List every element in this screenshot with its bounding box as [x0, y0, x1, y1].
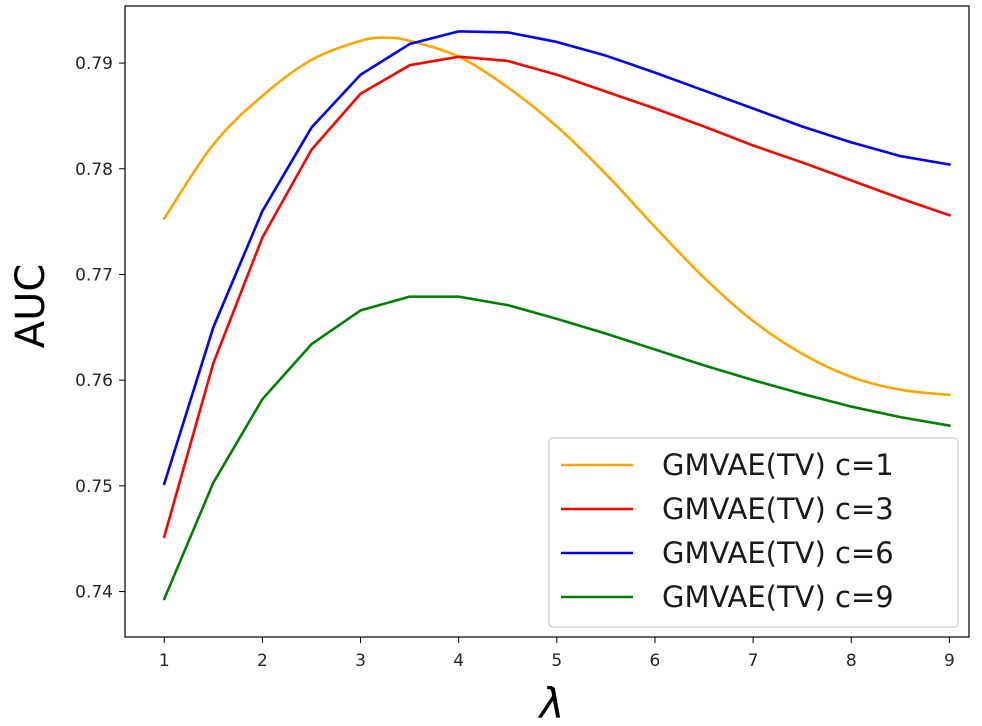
y-axis-title: AUC — [8, 264, 54, 349]
legend-label-c1: GMVAE(TV) c=1 — [662, 448, 894, 482]
legend-box — [548, 437, 959, 628]
y-tick-label: 0.76 — [75, 371, 113, 391]
x-tick-label: 7 — [748, 651, 759, 671]
legend: GMVAE(TV) c=1 GMVAE(TV) c=3 GMVAE(TV) c=… — [548, 437, 959, 628]
legend-label-c3: GMVAE(TV) c=3 — [662, 492, 894, 526]
y-tick-label: 0.74 — [75, 583, 113, 603]
x-tick-label: 9 — [944, 651, 955, 671]
y-tick-label: 0.77 — [75, 265, 113, 285]
x-tick-label: 2 — [257, 651, 268, 671]
tick-layer: 1 2 3 4 5 6 7 8 9 0.74 0.75 0.76 0.77 0.78 0.79 — [75, 54, 955, 671]
x-tick-label: 1 — [159, 651, 170, 671]
plot-frame — [124, 5, 970, 638]
series-line-1 — [162, 55, 952, 539]
x-tick-label: 4 — [453, 651, 464, 671]
x-tick-label: 6 — [650, 651, 661, 671]
legend-label-c6: GMVAE(TV) c=6 — [662, 536, 894, 570]
series-line-0 — [162, 36, 951, 397]
legend-label-c9: GMVAE(TV) c=9 — [662, 580, 894, 614]
y-tick-label: 0.79 — [75, 54, 113, 74]
x-tick-label: 5 — [551, 651, 562, 671]
y-tick-label: 0.78 — [75, 160, 113, 180]
x-tick-label: 8 — [846, 651, 857, 671]
series-layer — [162, 30, 952, 601]
series-line-2 — [162, 30, 951, 486]
x-axis-title: λ — [538, 679, 565, 726]
series-line-3 — [162, 295, 951, 601]
y-tick-label: 0.75 — [75, 477, 113, 497]
x-tick-label: 3 — [355, 651, 366, 671]
